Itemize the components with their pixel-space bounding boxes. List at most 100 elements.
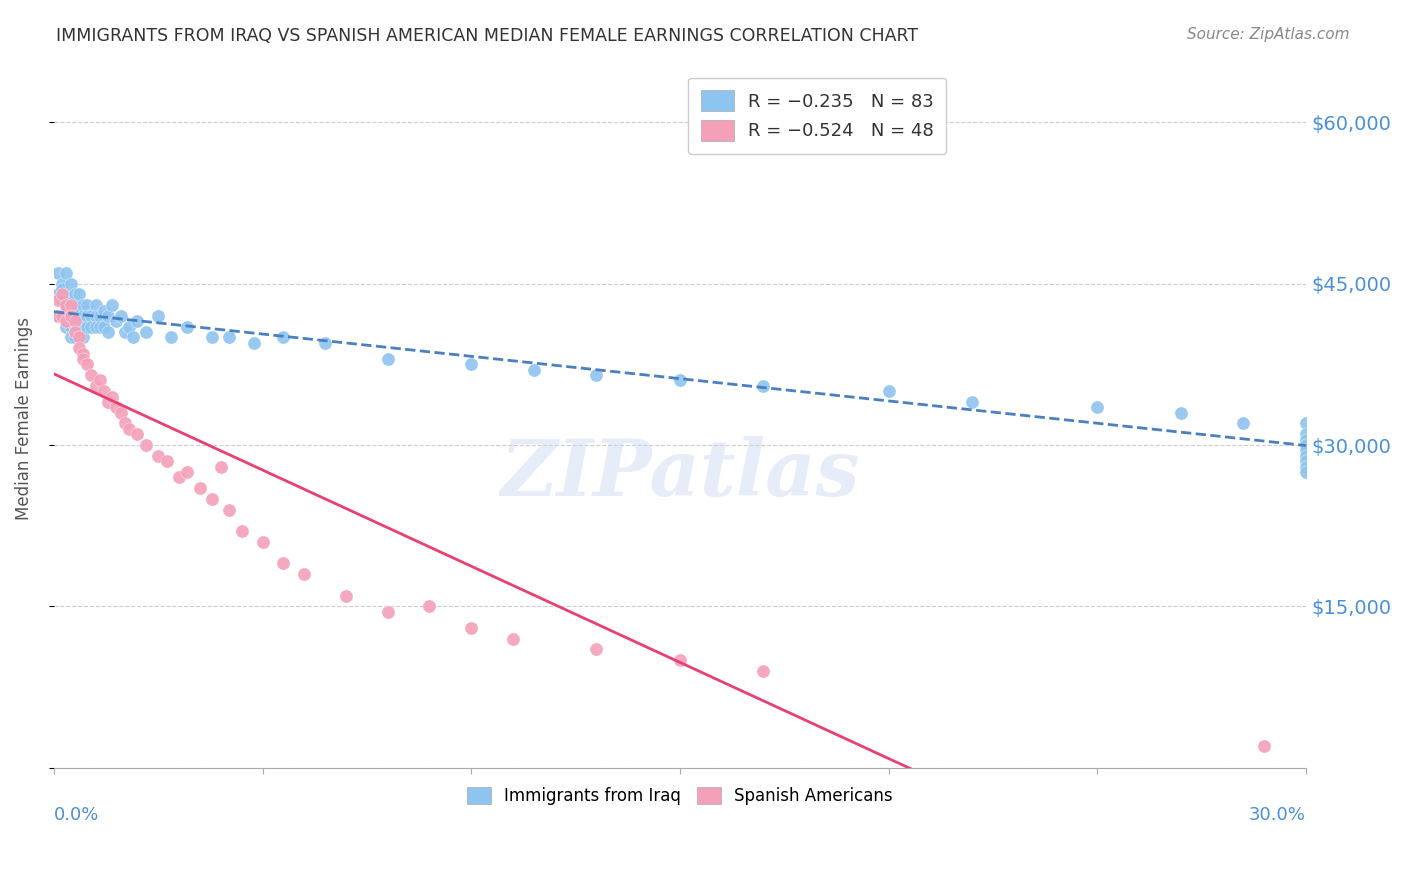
Point [1085,401,1108,415]
Point [63,287,86,301]
Point [377,351,399,366]
Point [67,303,90,318]
Text: Source: ZipAtlas.com: Source: ZipAtlas.com [1187,27,1350,42]
Point [59,293,82,307]
Text: ZIPatlas: ZIPatlas [501,436,859,512]
Point [460,357,482,371]
Point [960,395,983,409]
Point [127,427,149,442]
Point [72,351,94,366]
Point [118,319,141,334]
Point [84,309,107,323]
Point [67,341,90,355]
Point [93,319,115,334]
Point [1295,465,1317,479]
Point [209,459,232,474]
Point [105,314,128,328]
Point [148,309,170,323]
Point [55,303,77,318]
Point [55,319,77,334]
Point [97,325,120,339]
Point [55,314,77,328]
Point [76,357,98,371]
Point [76,298,98,312]
Point [877,384,900,399]
Point [89,374,111,388]
Point [59,277,82,291]
Point [67,314,90,328]
Point [51,282,73,296]
Point [72,319,94,334]
Point [1295,427,1317,442]
Point [159,330,181,344]
Point [55,298,77,312]
Point [1295,454,1317,468]
Point [46,293,69,307]
Point [63,309,86,323]
Point [460,621,482,635]
Point [335,589,357,603]
Point [252,534,274,549]
Point [218,330,240,344]
Point [67,330,90,344]
Point [201,330,224,344]
Text: 0.0%: 0.0% [53,806,100,824]
Point [201,491,224,506]
Text: IMMIGRANTS FROM IRAQ VS SPANISH AMERICAN MEDIAN FEMALE EARNINGS CORRELATION CHAR: IMMIGRANTS FROM IRAQ VS SPANISH AMERICAN… [56,27,918,45]
Point [101,298,124,312]
Point [273,557,295,571]
Point [110,406,132,420]
Point [97,309,120,323]
Point [84,379,107,393]
Point [55,287,77,301]
Point [1232,417,1254,431]
Point [76,309,98,323]
Point [63,325,86,339]
Point [59,309,82,323]
Point [669,374,692,388]
Point [59,309,82,323]
Point [67,287,90,301]
Point [135,325,157,339]
Point [72,346,94,360]
Legend: Immigrants from Iraq, Spanish Americans: Immigrants from Iraq, Spanish Americans [461,780,900,812]
Point [46,309,69,323]
Point [176,319,198,334]
Point [51,309,73,323]
Point [1170,406,1192,420]
Point [84,298,107,312]
Point [51,309,73,323]
Point [752,379,775,393]
Point [167,470,190,484]
Point [273,330,295,344]
Point [188,481,211,495]
Point [148,449,170,463]
Point [122,330,145,344]
Point [51,287,73,301]
Point [93,303,115,318]
Point [46,266,69,280]
Point [59,330,82,344]
Point [1295,417,1317,431]
Point [1295,433,1317,447]
Point [110,309,132,323]
Point [59,298,82,312]
Point [1295,449,1317,463]
Point [127,314,149,328]
Point [55,314,77,328]
Point [502,632,524,646]
Point [292,567,315,582]
Point [218,502,240,516]
Point [1295,438,1317,452]
Point [231,524,253,538]
Point [1295,443,1317,458]
Point [72,298,94,312]
Point [46,287,69,301]
Point [1253,739,1275,754]
Y-axis label: Median Female Earnings: Median Female Earnings [15,317,32,520]
Point [377,605,399,619]
Point [135,438,157,452]
Point [118,422,141,436]
Point [46,309,69,323]
Point [752,664,775,678]
